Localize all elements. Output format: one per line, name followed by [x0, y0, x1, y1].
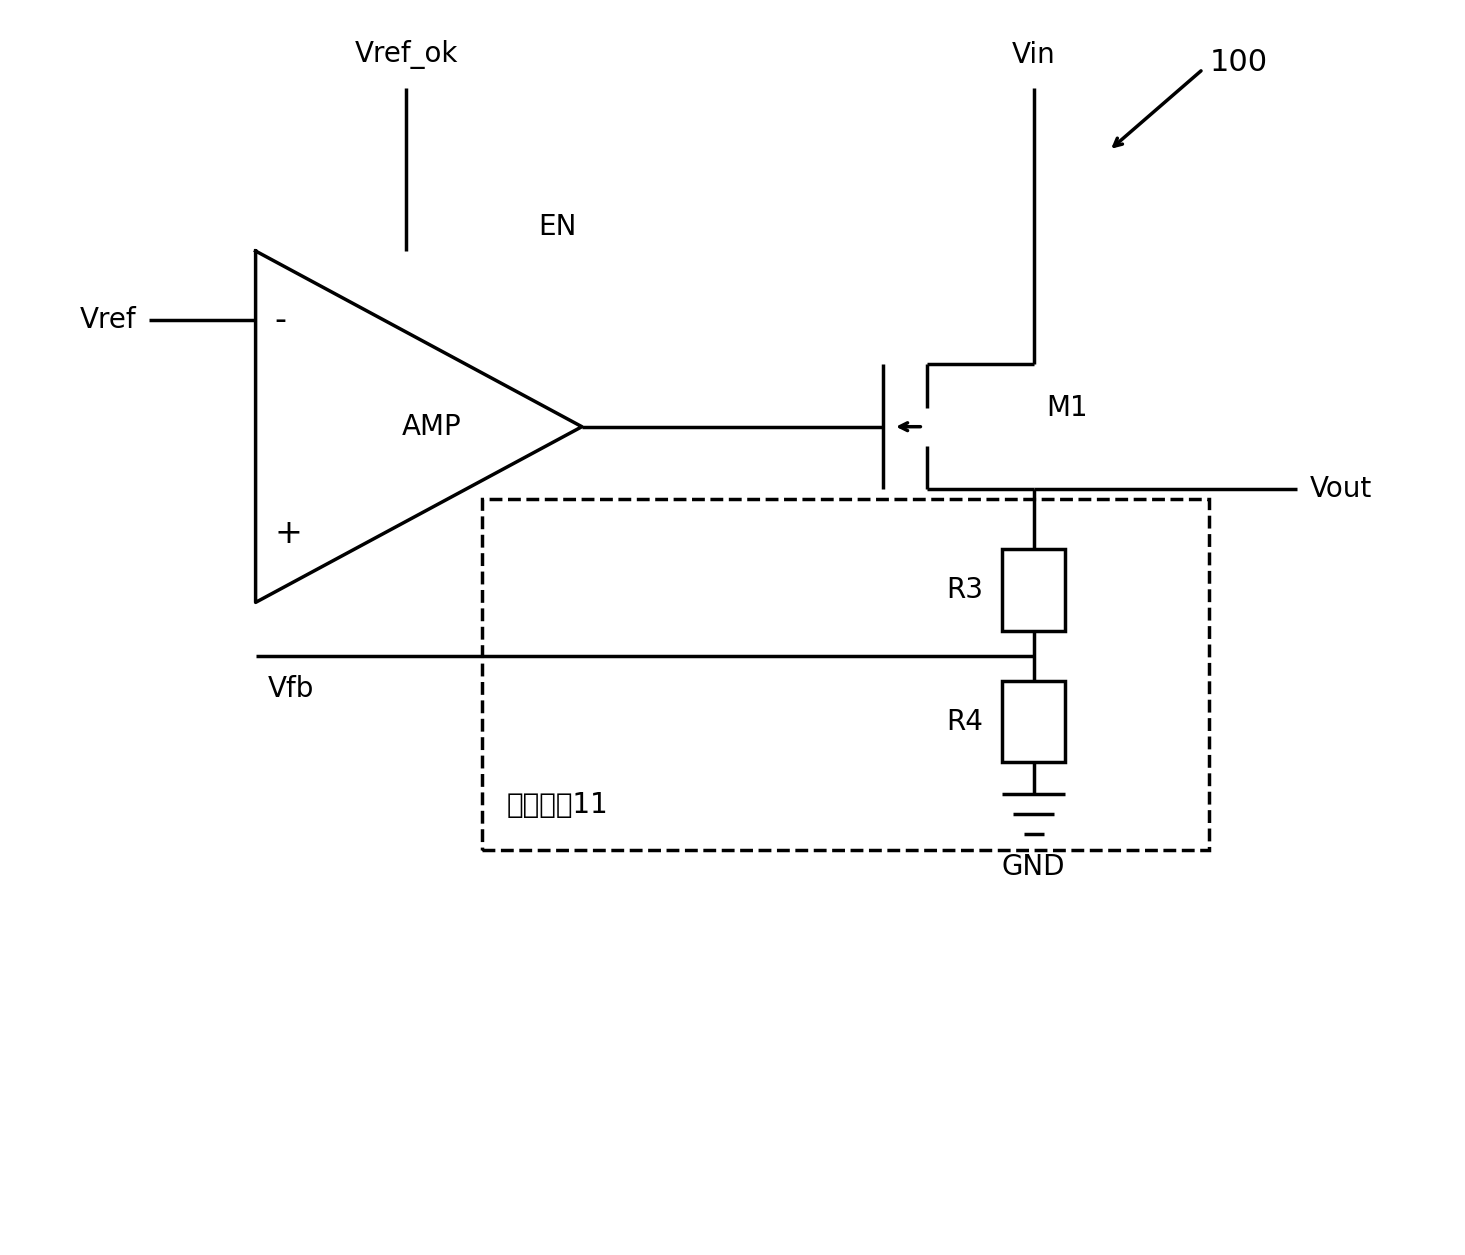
Text: M1: M1 — [1046, 394, 1088, 422]
Text: Vref: Vref — [79, 306, 136, 334]
Text: GND: GND — [1002, 853, 1065, 881]
Text: Vfb: Vfb — [268, 675, 315, 703]
Text: -: - — [274, 304, 287, 336]
Text: R3: R3 — [946, 576, 983, 604]
Bar — [1002, 680, 1065, 762]
Text: AMP: AMP — [401, 413, 461, 441]
Text: Vout: Vout — [1310, 476, 1373, 503]
Text: 100: 100 — [1210, 48, 1267, 78]
Text: +: + — [274, 517, 302, 550]
Bar — [482, 499, 1210, 851]
Text: Vref_ok: Vref_ok — [355, 40, 459, 69]
Text: R4: R4 — [946, 708, 983, 735]
Text: Vin: Vin — [1012, 41, 1056, 69]
Bar — [1002, 548, 1065, 630]
Text: 反馈单元11: 反馈单元11 — [507, 791, 608, 818]
Text: EN: EN — [538, 213, 576, 241]
